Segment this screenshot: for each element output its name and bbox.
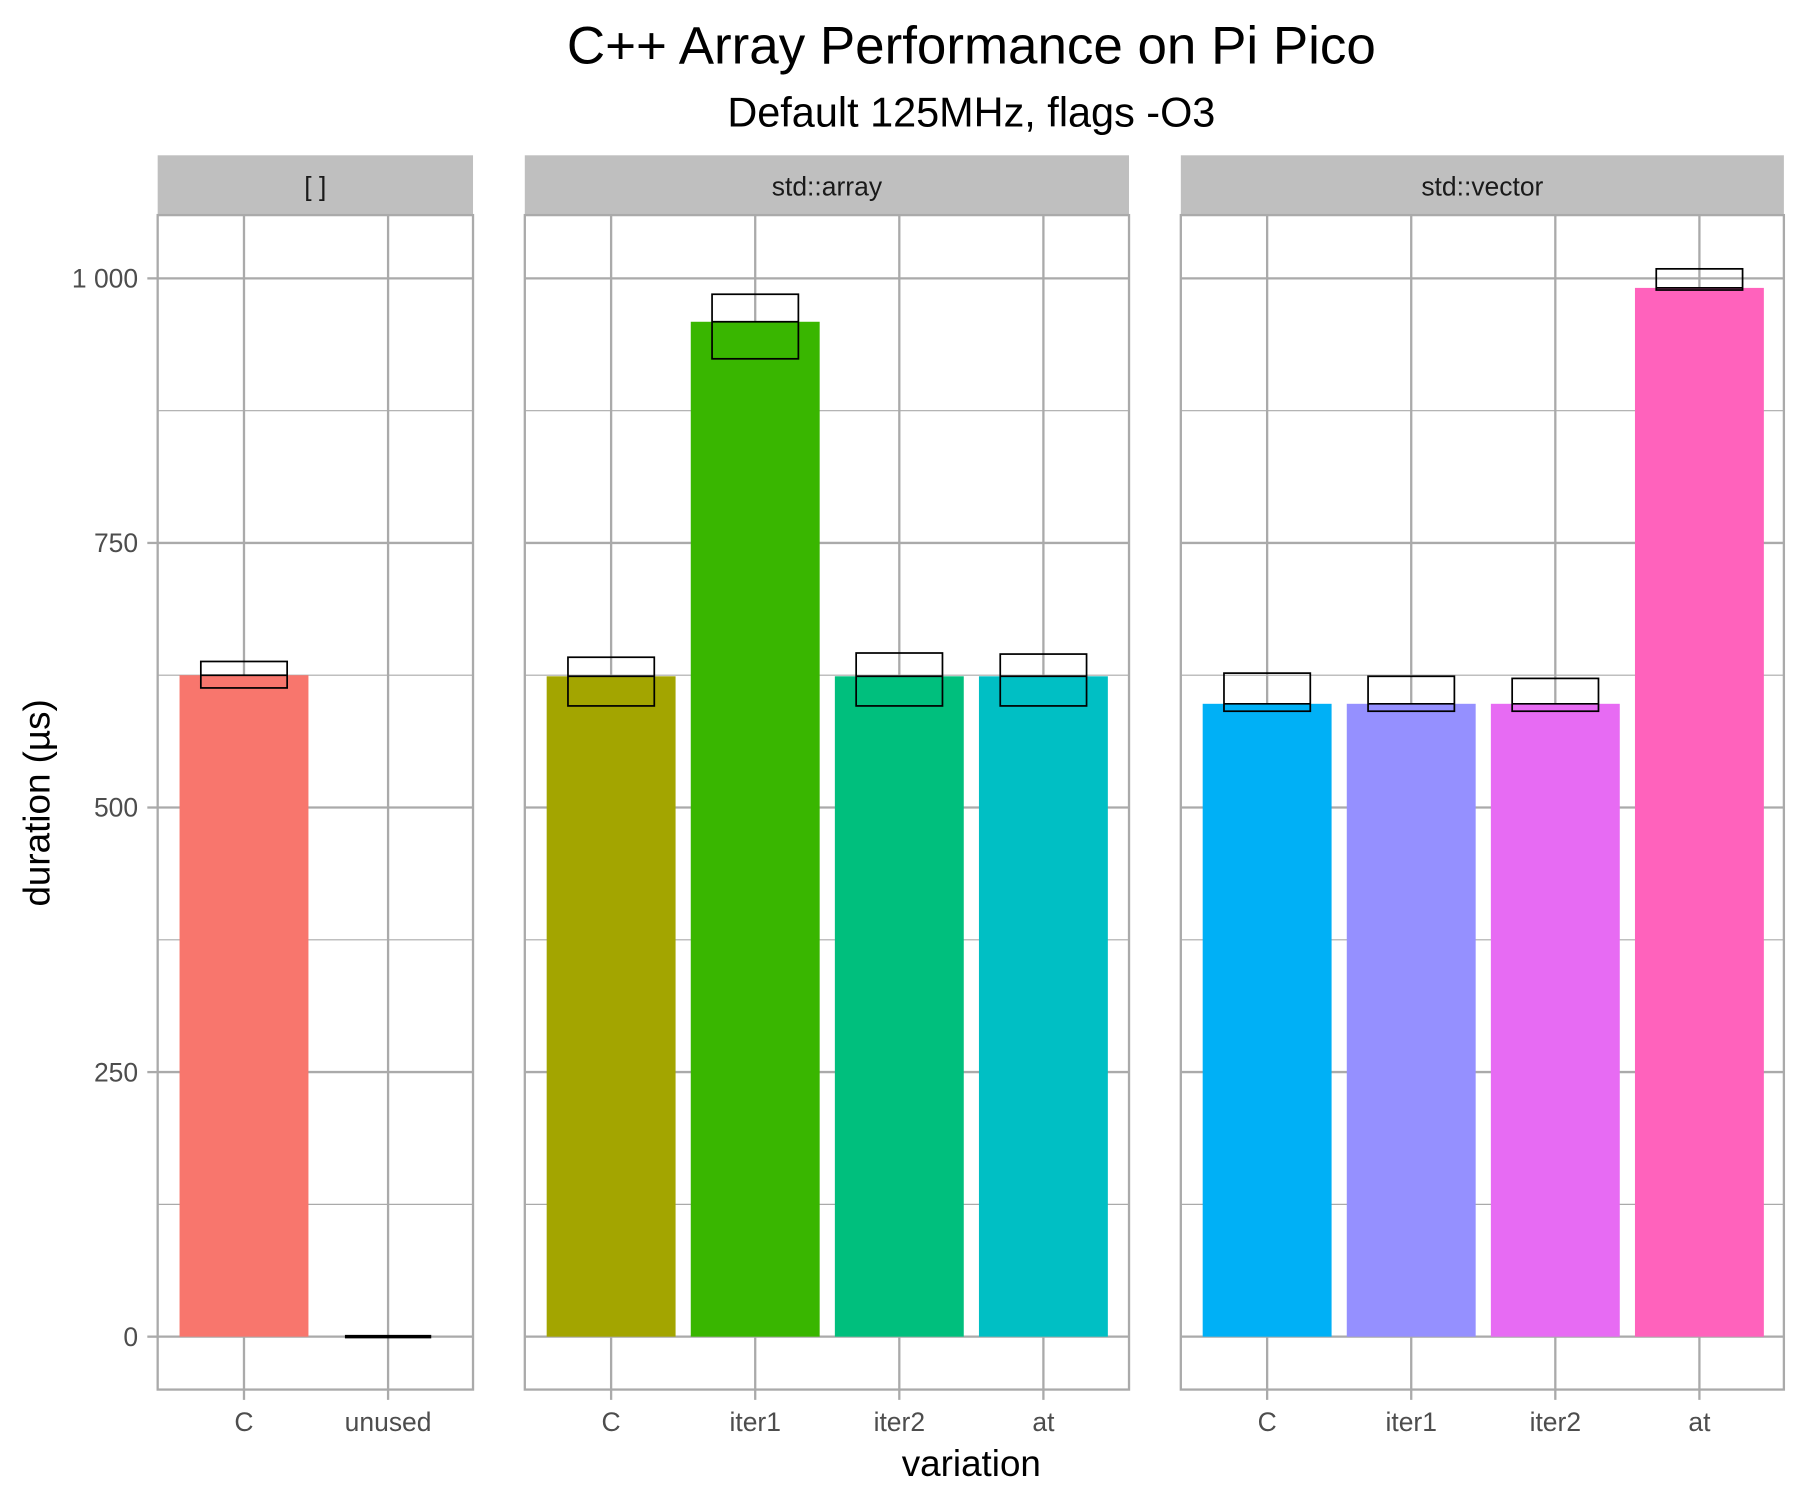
x-tick-label: C: [234, 1407, 253, 1437]
error-crossbar: [999, 653, 1088, 707]
bar: [1346, 703, 1476, 1337]
error-crossbar: [1223, 672, 1312, 713]
x-tick-label: at: [1032, 1407, 1055, 1437]
bar: [690, 321, 820, 1337]
bar: [978, 676, 1108, 1337]
error-crossbar: [567, 656, 656, 707]
bar: [1490, 703, 1620, 1337]
y-tick-label: 0: [123, 1322, 138, 1352]
y-tick-label: 250: [94, 1057, 138, 1087]
facet-strip-label: std::vector: [1421, 172, 1543, 202]
facet-strip-label: [ ]: [304, 172, 326, 202]
bar: [834, 676, 964, 1337]
bar: [1202, 703, 1332, 1337]
x-tick-label: at: [1688, 1407, 1711, 1437]
x-tick-label: unused: [345, 1407, 432, 1437]
x-tick-label: iter1: [1385, 1407, 1436, 1437]
bar: [546, 676, 676, 1337]
y-tick-label: 500: [94, 793, 138, 823]
error-crossbar: [1511, 677, 1600, 713]
x-tick-label: C: [602, 1407, 621, 1437]
y-tick-label: 1 000: [72, 264, 138, 294]
error-crossbar: [1367, 675, 1456, 713]
error-crossbar: [711, 293, 800, 360]
panel-border: [523, 213, 1131, 1391]
facet-strip: [524, 155, 1130, 216]
facet-strip-label: std::array: [772, 172, 883, 202]
facet-strip: [1180, 155, 1784, 216]
y-tick-label: 750: [94, 528, 138, 558]
x-tick-label: iter2: [874, 1407, 925, 1437]
panel-border: [1179, 213, 1786, 1391]
facet-panel: [ ] C unused: [156, 155, 475, 1437]
bar: [1634, 287, 1764, 1337]
error-crossbar: [855, 652, 944, 707]
panel-border: [156, 213, 475, 1391]
x-tick-label: iter2: [1530, 1407, 1581, 1437]
x-tick-label: iter1: [729, 1407, 780, 1437]
x-tick-label: C: [1258, 1407, 1277, 1437]
chart-subtitle: Default 125MHz, flags -O3: [727, 90, 1215, 136]
facet-strip: [157, 155, 474, 216]
y-axis-label: duration (µs): [16, 699, 57, 906]
error-crossbar: [1655, 267, 1744, 291]
chart-title: C++ Array Performance on Pi Pico: [567, 16, 1376, 75]
x-axis-label: variation: [902, 1443, 1041, 1484]
bar: [179, 675, 309, 1337]
